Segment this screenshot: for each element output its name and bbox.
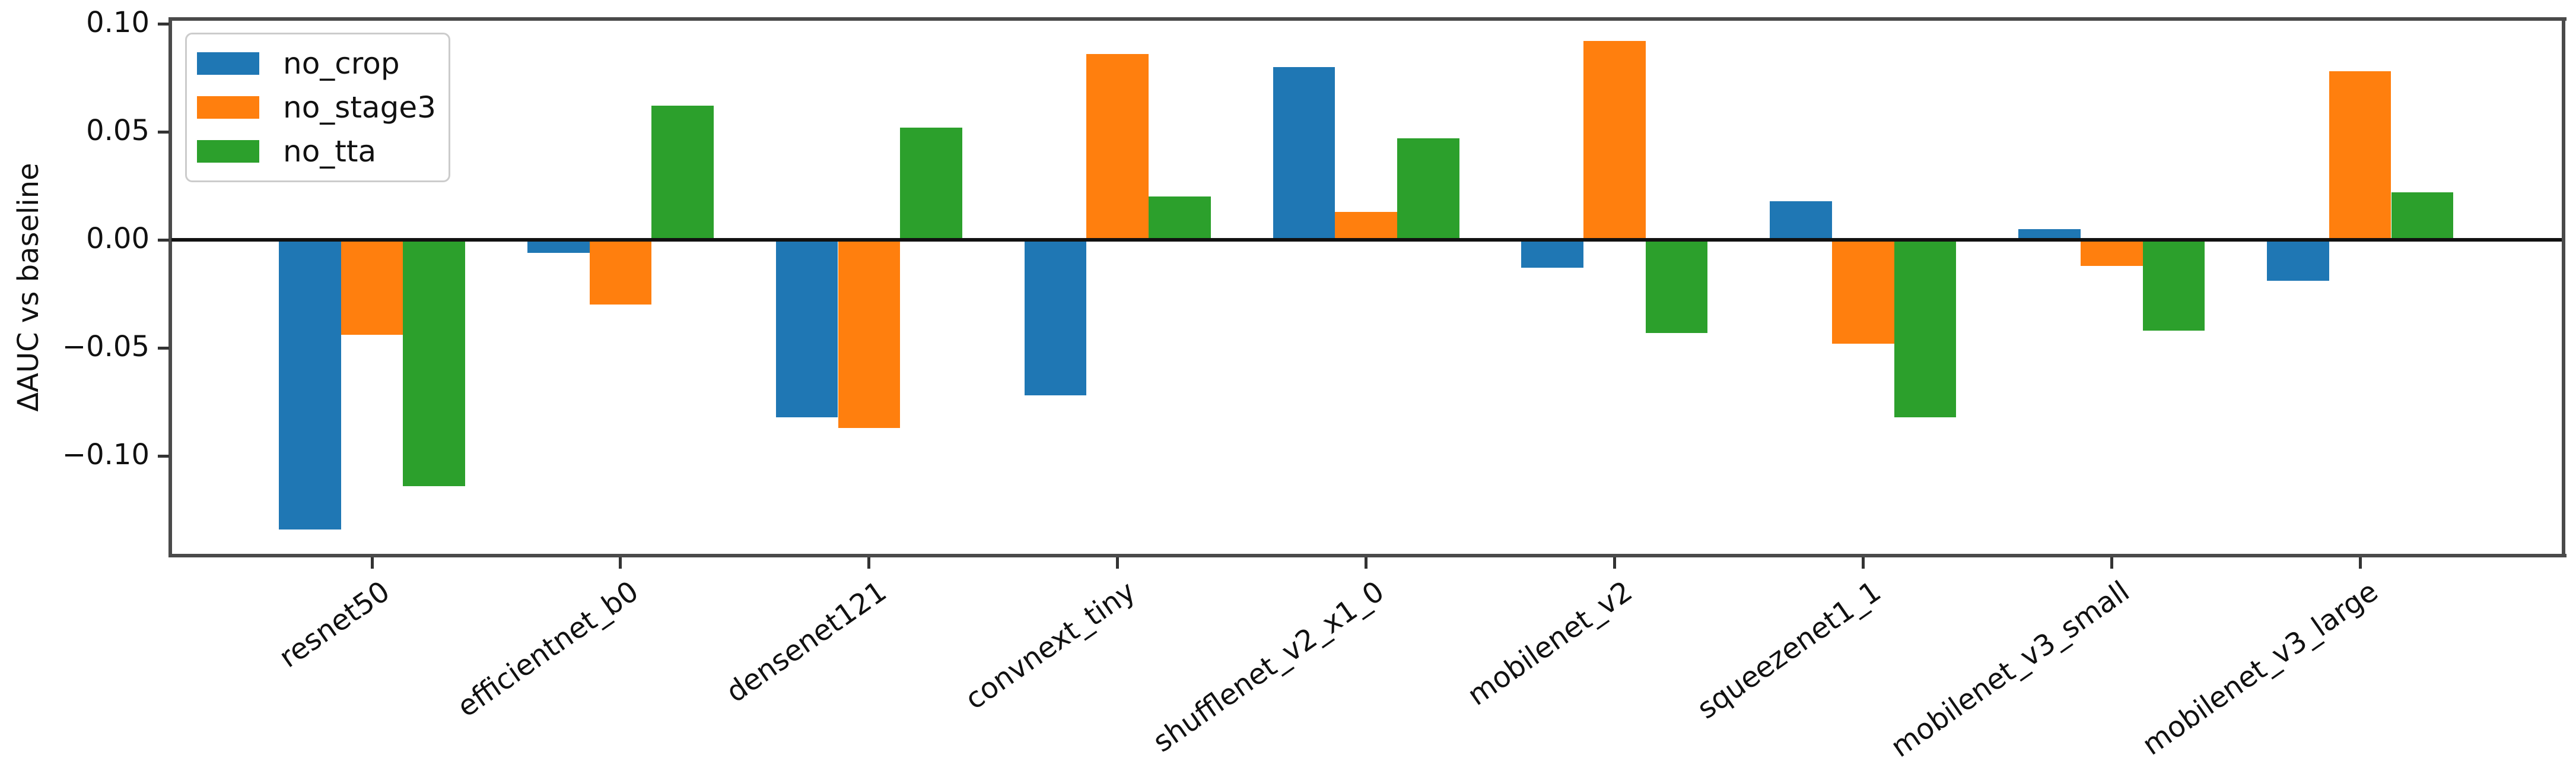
- x-tick-label-mobilenet_v2: mobilenet_v2: [1461, 575, 1639, 713]
- x-tick-label-shufflenet_v2_x1_0: shufflenet_v2_x1_0: [1146, 575, 1390, 759]
- bar-no_crop-efficientnet_b0: [527, 240, 590, 253]
- bar-no_stage3-squeezenet1_1: [1832, 240, 1894, 344]
- bar-no_tta-squeezenet1_1: [1894, 240, 1957, 417]
- bar-no_stage3-shufflenet_v2_x1_0: [1335, 211, 1397, 240]
- x-tick-mark: [867, 557, 871, 569]
- x-tick-mark: [1365, 557, 1368, 569]
- x-tick-mark: [2110, 557, 2113, 569]
- x-tick-mark: [619, 557, 622, 569]
- axis-spine-top: [168, 17, 2567, 21]
- bar-no_stage3-mobilenet_v3_small: [2080, 240, 2143, 266]
- y-tick-mark: [158, 130, 169, 134]
- bar-no_crop-resnet50: [278, 240, 341, 529]
- y-tick-mark: [158, 454, 169, 458]
- x-tick-mark: [1861, 557, 1865, 569]
- x-tick-mark: [1116, 557, 1120, 569]
- y-tick-label: 0.10: [86, 5, 150, 39]
- zero-baseline-line: [171, 238, 2562, 242]
- x-tick-mark: [2358, 557, 2362, 569]
- axis-spine-bottom: [168, 554, 2567, 557]
- x-tick-label-efficientnet_b0: efficientnet_b0: [451, 575, 645, 724]
- bar-no_stage3-convnext_tiny: [1086, 54, 1149, 240]
- legend-label: no_tta: [283, 134, 377, 169]
- bar-no_crop-shufflenet_v2_x1_0: [1273, 66, 1335, 240]
- bar-no_crop-convnext_tiny: [1024, 240, 1087, 396]
- bar-no_crop-densenet121: [775, 240, 838, 417]
- bar-no_tta-efficientnet_b0: [651, 106, 714, 240]
- legend: no_crop no_stage3 no_tta: [185, 33, 450, 182]
- legend-label: no_crop: [283, 46, 400, 81]
- bar-no_tta-mobilenet_v2: [1645, 240, 1708, 333]
- y-tick-mark: [158, 22, 169, 26]
- bar-no_crop-squeezenet1_1: [1770, 201, 1832, 240]
- bar-no_crop-mobilenet_v2: [1521, 240, 1584, 268]
- legend-swatch-icon: [197, 96, 259, 119]
- bar-no_stage3-efficientnet_b0: [589, 240, 652, 305]
- bar-no_tta-densenet121: [900, 127, 962, 240]
- legend-label: no_stage3: [283, 90, 436, 125]
- y-tick-label: −0.10: [62, 437, 150, 471]
- axis-spine-right: [2562, 17, 2565, 557]
- x-tick-label-mobilenet_v3_large: mobilenet_v3_large: [2136, 575, 2384, 762]
- y-tick-mark: [158, 238, 169, 242]
- bar-no_crop-mobilenet_v3_small: [2018, 229, 2081, 240]
- axis-spine-left: [168, 17, 172, 557]
- bar-no_tta-convnext_tiny: [1149, 196, 1211, 240]
- bar-no_stage3-resnet50: [341, 240, 403, 335]
- legend-swatch-icon: [197, 140, 259, 163]
- x-tick-mark: [1613, 557, 1616, 569]
- bar-no_tta-shufflenet_v2_x1_0: [1397, 138, 1459, 240]
- x-tick-label-convnext_tiny: convnext_tiny: [959, 575, 1141, 716]
- x-tick-mark: [370, 557, 374, 569]
- y-tick-label: −0.05: [62, 329, 150, 363]
- y-axis-label: ΔAUC vs baseline: [12, 163, 45, 412]
- x-tick-label-squeezenet1_1: squeezenet1_1: [1691, 575, 1887, 726]
- bar-no_stage3-mobilenet_v2: [1583, 41, 1646, 240]
- legend-item-no_crop: no_crop: [187, 49, 449, 78]
- bar-no_tta-mobilenet_v3_small: [2142, 240, 2205, 331]
- y-tick-label: 0.05: [86, 113, 150, 147]
- x-tick-label-resnet50: resnet50: [273, 575, 396, 675]
- bar-no_tta-resnet50: [403, 240, 466, 486]
- bar-no_stage3-mobilenet_v3_large: [2329, 71, 2391, 240]
- x-tick-label-densenet121: densenet121: [720, 575, 893, 709]
- x-tick-label-mobilenet_v3_small: mobilenet_v3_small: [1885, 575, 2136, 765]
- bar-no_crop-mobilenet_v3_large: [2267, 240, 2329, 281]
- bar-no_tta-mobilenet_v3_large: [2391, 192, 2454, 240]
- y-tick-mark: [158, 346, 169, 350]
- legend-swatch-icon: [197, 52, 259, 75]
- legend-item-no_tta: no_tta: [187, 137, 449, 166]
- y-tick-label: 0.00: [86, 221, 150, 255]
- legend-item-no_stage3: no_stage3: [187, 93, 449, 122]
- bar-no_stage3-densenet121: [838, 240, 901, 428]
